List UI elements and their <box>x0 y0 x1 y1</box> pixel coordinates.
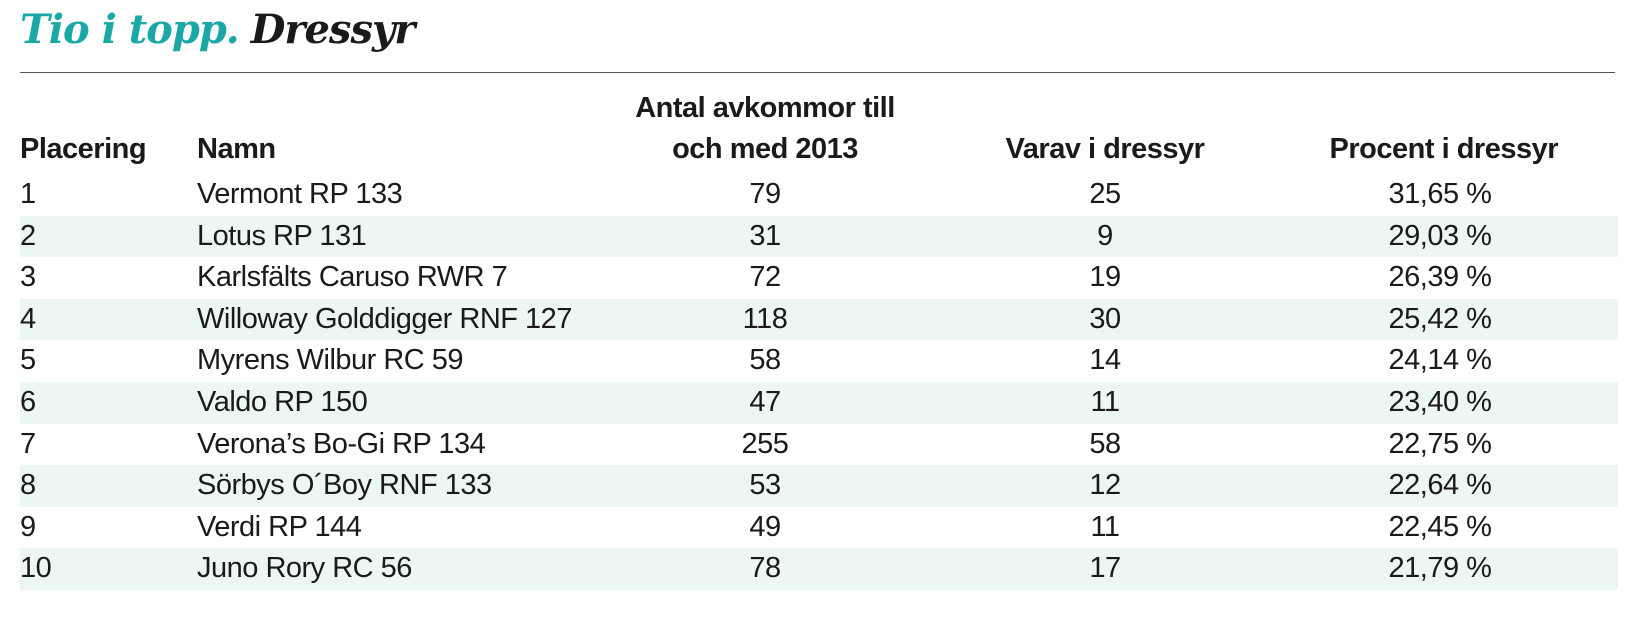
cell-placering: 8 <box>20 469 36 502</box>
cell-antal: 53 <box>749 469 781 502</box>
cell-procent: 23,40 % <box>1388 385 1492 418</box>
title-accent: Tio i topp. <box>20 6 240 53</box>
table-row: 5 Myrens Wilbur RC 59 58 14 24,14 % <box>20 340 1618 382</box>
cell-namn: Verdi RP 144 <box>197 510 362 543</box>
cell-varav: 19 <box>1089 261 1121 294</box>
cell-placering: 2 <box>20 219 36 252</box>
table-row: 7 Verona’s Bo-Gi RP 134 255 58 22,75 % <box>20 424 1618 466</box>
cell-namn: Verona’s Bo-Gi RP 134 <box>197 427 486 460</box>
header-antal: Antal avkommor till och med 2013 <box>635 92 895 165</box>
cell-antal: 118 <box>742 302 788 335</box>
cell-namn: Vermont RP 133 <box>197 178 403 210</box>
cell-placering: 6 <box>20 385 36 418</box>
cell-namn: Juno Rory RC 56 <box>197 552 412 585</box>
cell-placering: 9 <box>20 510 36 543</box>
header-procent: Procent i dressyr <box>1329 133 1559 165</box>
table-row: 6 Valdo RP 150 47 11 23,40 % <box>20 381 1618 424</box>
header-namn: Namn <box>197 133 276 165</box>
table-row: 3 Karlsfälts Caruso RWR 7 72 19 26,39 % <box>20 257 1618 299</box>
cell-namn: Willoway Golddigger RNF 127 <box>197 302 572 335</box>
cell-procent: 31,65 % <box>1388 178 1492 210</box>
cell-namn: Myrens Wilbur RC 59 <box>197 344 464 377</box>
table-row: 9 Verdi RP 144 49 11 22,45 % <box>20 507 1618 549</box>
cell-procent: 24,14 % <box>1388 344 1492 377</box>
table-row: 1 Vermont RP 133 79 25 31,65 % <box>20 174 1618 216</box>
cell-varav: 17 <box>1089 552 1121 585</box>
cell-varav: 12 <box>1089 469 1121 502</box>
cell-placering: 7 <box>20 427 36 460</box>
cell-procent: 22,75 % <box>1388 427 1492 460</box>
cell-antal: 47 <box>749 385 781 418</box>
cell-antal: 31 <box>749 219 781 252</box>
title-main: Dressyr <box>250 6 416 53</box>
cell-varav: 11 <box>1090 510 1120 543</box>
cell-antal: 255 <box>741 427 789 460</box>
cell-placering: 3 <box>20 261 36 294</box>
cell-antal: 58 <box>749 344 781 377</box>
cell-antal: 72 <box>749 261 781 294</box>
cell-procent: 22,45 % <box>1388 510 1492 543</box>
cell-namn: Lotus RP 131 <box>197 219 367 252</box>
table-body: 1 Vermont RP 133 79 25 31,65 % 2 Lotus RP 131 3… <box>20 174 1618 590</box>
table-header: Placering Namn Antal avkommor till och m… <box>20 88 1618 174</box>
cell-placering: 10 <box>20 552 52 585</box>
cell-placering: 1 <box>20 178 36 210</box>
page-title: Tio i topp. Dressyr <box>20 6 416 70</box>
cell-namn: Sörbys O´Boy RNF 133 <box>197 469 492 502</box>
table-row: 10 Juno Rory RC 56 78 17 21,79 % <box>20 548 1618 590</box>
cell-antal: 49 <box>749 510 781 543</box>
cell-procent: 29,03 % <box>1388 219 1492 252</box>
cell-varav: 25 <box>1089 178 1121 210</box>
cell-varav: 58 <box>1089 427 1121 460</box>
ranking-table: Placering Namn Antal avkommor till och m… <box>20 88 1618 590</box>
header-varav: Varav i dressyr <box>1005 133 1205 165</box>
cell-namn: Karlsfälts Caruso RWR 7 <box>197 261 508 294</box>
cell-varav: 9 <box>1097 219 1113 252</box>
table-row: 4 Willoway Golddigger RNF 127 118 30 25,42 % <box>20 298 1618 341</box>
cell-varav: 11 <box>1090 385 1120 418</box>
cell-antal: 79 <box>749 178 781 210</box>
table-row: 2 Lotus RP 131 31 9 29,03 % <box>20 215 1618 258</box>
cell-procent: 21,79 % <box>1388 552 1492 585</box>
cell-procent: 25,42 % <box>1388 302 1492 335</box>
header-placering: Placering <box>20 133 147 165</box>
table-row: 8 Sörbys O´Boy RNF 133 53 12 22,64 % <box>20 465 1618 507</box>
cell-placering: 5 <box>20 344 36 377</box>
cell-varav: 14 <box>1089 344 1121 377</box>
title-divider <box>20 72 1615 73</box>
cell-namn: Valdo RP 150 <box>197 385 368 418</box>
cell-antal: 78 <box>749 552 781 585</box>
cell-procent: 22,64 % <box>1388 469 1492 502</box>
cell-varav: 30 <box>1089 302 1121 335</box>
cell-procent: 26,39 % <box>1388 261 1492 294</box>
cell-placering: 4 <box>20 302 36 335</box>
